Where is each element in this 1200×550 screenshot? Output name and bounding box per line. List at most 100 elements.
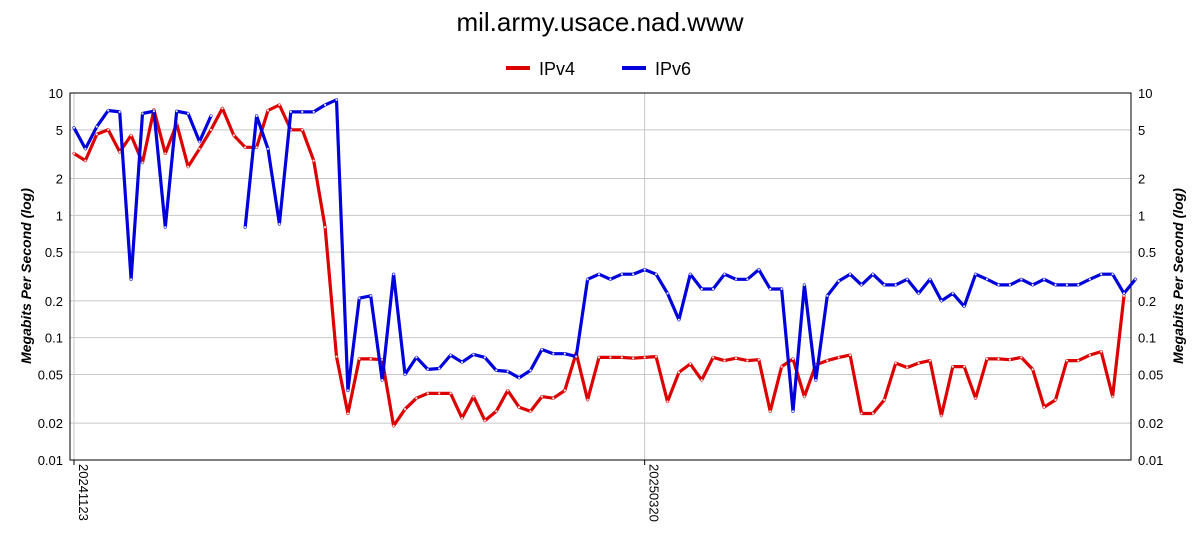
data-point-ipv4 xyxy=(426,392,429,395)
data-point-ipv6 xyxy=(529,369,532,372)
data-point-ipv6 xyxy=(289,110,292,113)
data-point-ipv4 xyxy=(84,159,87,162)
data-point-ipv4 xyxy=(985,357,989,360)
x-tick-label: 20250320 xyxy=(647,464,662,522)
data-point-ipv4 xyxy=(312,159,315,162)
y-axis-label-right: Megabits Per Second (log) xyxy=(1170,188,1186,364)
data-point-ipv6 xyxy=(381,379,384,382)
data-point-ipv6 xyxy=(518,376,521,379)
data-point-ipv6 xyxy=(141,112,144,115)
y-tick-label-left: 0.02 xyxy=(38,416,63,431)
data-point-ipv6 xyxy=(506,370,509,373)
data-point-ipv4 xyxy=(244,146,247,149)
data-point-ipv4 xyxy=(1111,395,1114,398)
y-tick-label-right: 10 xyxy=(1138,86,1152,101)
data-point-ipv4 xyxy=(849,354,852,357)
data-point-ipv6 xyxy=(906,278,909,281)
data-point-ipv4 xyxy=(164,152,167,155)
data-point-ipv4 xyxy=(883,398,886,401)
data-point-ipv6 xyxy=(814,379,817,382)
data-point-ipv6 xyxy=(152,110,155,113)
data-point-ipv6 xyxy=(1122,292,1126,295)
data-point-ipv6 xyxy=(1111,273,1114,276)
data-point-ipv4 xyxy=(141,161,144,164)
data-point-ipv6 xyxy=(974,273,977,276)
data-point-ipv6 xyxy=(369,294,372,297)
data-point-ipv6 xyxy=(632,273,635,276)
data-point-ipv6 xyxy=(826,294,829,297)
data-point-ipv6 xyxy=(312,110,315,113)
y-tick-label-right: 2 xyxy=(1138,172,1145,187)
data-point-ipv4 xyxy=(95,133,98,136)
data-point-ipv4 xyxy=(1031,368,1034,371)
data-point-ipv6 xyxy=(894,283,897,286)
data-point-ipv4 xyxy=(597,356,601,359)
data-point-ipv4 xyxy=(1077,359,1080,362)
legend-label-ipv6: IPv6 xyxy=(655,59,691,79)
data-point-ipv6 xyxy=(940,299,943,302)
series-group xyxy=(72,98,1137,428)
data-point-ipv4 xyxy=(392,424,395,427)
data-point-ipv4 xyxy=(232,134,235,137)
data-point-ipv6 xyxy=(72,126,76,129)
data-point-ipv4 xyxy=(871,412,875,415)
data-point-ipv4 xyxy=(780,365,783,368)
data-point-ipv6 xyxy=(734,278,738,281)
data-point-ipv4 xyxy=(403,408,407,411)
data-point-ipv6 xyxy=(301,110,304,113)
y-tick-label-left: 0.01 xyxy=(38,453,63,468)
y-tick-label-right: 0.02 xyxy=(1138,416,1163,431)
data-point-ipv4 xyxy=(324,226,327,229)
data-point-ipv4 xyxy=(734,357,738,360)
data-point-ipv4 xyxy=(346,412,349,415)
data-point-ipv4 xyxy=(266,109,270,112)
data-point-ipv4 xyxy=(221,107,224,110)
data-point-ipv6 xyxy=(118,110,121,113)
data-point-ipv4 xyxy=(1054,398,1057,401)
data-point-ipv6 xyxy=(346,389,349,392)
data-point-ipv6 xyxy=(495,369,498,372)
data-point-ipv4 xyxy=(506,389,509,392)
data-point-ipv6 xyxy=(255,114,258,117)
data-point-ipv4 xyxy=(335,355,338,358)
data-point-ipv6 xyxy=(586,278,589,281)
y-tick-label-left: 2 xyxy=(56,172,63,187)
data-point-ipv6 xyxy=(769,287,772,291)
data-point-ipv6 xyxy=(928,278,932,281)
data-point-ipv6 xyxy=(563,352,566,355)
data-point-ipv4 xyxy=(1088,354,1091,357)
data-point-ipv4 xyxy=(518,406,521,409)
data-point-ipv6 xyxy=(597,273,601,276)
y-tick-label-left: 5 xyxy=(56,123,63,138)
data-point-ipv6 xyxy=(130,278,133,281)
data-point-ipv6 xyxy=(449,354,452,357)
data-point-ipv6 xyxy=(985,278,989,281)
data-point-ipv6 xyxy=(403,373,407,376)
data-point-ipv4 xyxy=(632,357,635,360)
data-point-ipv6 xyxy=(552,352,555,355)
data-point-ipv4 xyxy=(769,410,772,413)
data-point-ipv4 xyxy=(1043,406,1046,409)
data-point-ipv6 xyxy=(335,98,338,101)
data-point-ipv4 xyxy=(540,395,544,398)
data-point-ipv6 xyxy=(426,368,429,371)
data-point-ipv6 xyxy=(746,278,749,281)
y-tick-label-left: 1 xyxy=(56,208,63,223)
data-point-ipv4 xyxy=(997,357,1000,360)
data-point-ipv6 xyxy=(1031,283,1034,286)
data-point-ipv6 xyxy=(757,268,760,271)
data-point-ipv6 xyxy=(1043,278,1046,281)
data-point-ipv4 xyxy=(906,366,909,369)
data-point-ipv6 xyxy=(575,355,578,358)
data-point-ipv6 xyxy=(1077,283,1080,286)
data-point-ipv6 xyxy=(1020,278,1023,281)
data-point-ipv4 xyxy=(72,152,76,155)
data-point-ipv4 xyxy=(860,412,863,415)
data-point-ipv4 xyxy=(974,397,977,400)
data-point-ipv4 xyxy=(460,417,464,420)
data-point-ipv6 xyxy=(266,147,270,150)
data-point-ipv4 xyxy=(107,128,110,131)
data-point-ipv4 xyxy=(712,356,715,359)
data-point-ipv4 xyxy=(917,362,920,365)
data-point-ipv4 xyxy=(1065,359,1068,362)
